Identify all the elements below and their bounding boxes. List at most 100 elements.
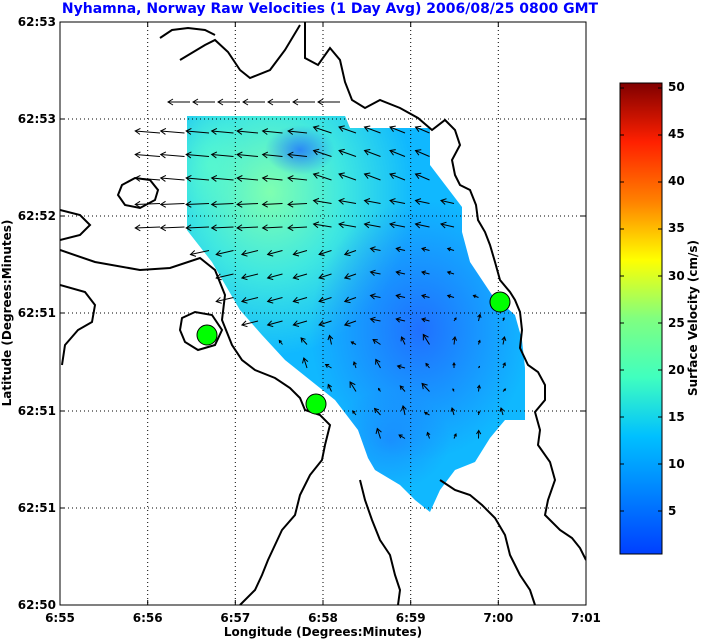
velocity-arrow [267, 98, 290, 106]
colorbar: 5 10 15 20 25 30 35 40 45 50 Surface Vel… [619, 80, 700, 555]
colorbar-tick-label: 50 [668, 80, 685, 94]
velocity-arrow [185, 127, 210, 135]
velocity-arrow [389, 125, 406, 134]
colorbar-tick-label: 40 [668, 174, 685, 188]
velocity-arrow [240, 250, 259, 257]
velocity-arrow [423, 411, 430, 416]
velocity-arrow [317, 98, 340, 106]
velocity-arrow [134, 151, 161, 159]
velocity-arrow [236, 200, 259, 208]
velocity-arrow [266, 296, 283, 304]
velocity-arrow [318, 249, 332, 257]
velocity-arrow [363, 125, 381, 134]
velocity-arrow [363, 172, 381, 181]
velocity-arrow [192, 98, 215, 106]
velocity-arrow [453, 433, 457, 439]
velocity-arrow [287, 151, 308, 159]
velocity-arrow [421, 270, 430, 276]
velocity-arrow [261, 128, 283, 135]
velocity-arrow [452, 336, 458, 345]
velocity-arrow [292, 296, 308, 304]
velocity-arrow [287, 175, 308, 182]
velocity-arrow [327, 334, 334, 345]
velocity-arrow [240, 320, 259, 328]
x-tick-label: 6:59 [396, 611, 426, 625]
velocity-arrow [477, 313, 482, 322]
velocity-arrow [398, 434, 406, 439]
velocity-arrow [352, 361, 357, 369]
velocity-arrow [369, 316, 381, 323]
y-tick-label: 62:51 [18, 404, 56, 418]
velocity-arrow [338, 197, 357, 205]
velocity-arrow [240, 273, 259, 281]
velocity-arrow [312, 197, 332, 205]
velocity-arrow [287, 200, 308, 208]
plot-area [59, 21, 587, 606]
velocity-arrow [217, 98, 240, 106]
velocity-arrow [369, 269, 381, 276]
velocity-arrow [389, 198, 406, 205]
velocity-arrow [167, 98, 190, 106]
radar-stations [196, 291, 511, 415]
station-marker [196, 324, 218, 346]
velocity-arrow [421, 382, 430, 392]
velocity-arrow [414, 172, 430, 181]
velocity-arrow [261, 151, 283, 159]
velocity-arrow [389, 172, 406, 181]
velocity-vectors [134, 98, 507, 439]
velocity-arrow [389, 221, 406, 229]
velocity-arrow [352, 410, 357, 416]
velocity-arrow [185, 224, 210, 232]
colorbar-tick-label: 20 [668, 363, 685, 377]
velocity-arrow [261, 224, 283, 232]
velocity-arrow [350, 341, 357, 345]
velocity-arrow [159, 174, 185, 182]
y-tick-label: 62:53 [18, 112, 56, 126]
velocity-arrow [414, 221, 430, 229]
velocity-arrow [349, 381, 357, 392]
x-tick-label: 6:56 [133, 611, 163, 625]
velocity-arrow [300, 337, 308, 345]
velocity-arrow [338, 221, 357, 229]
colorbar-tick-labels: 5 10 15 20 25 30 35 40 45 50 [668, 80, 685, 518]
x-tick-label: 6:55 [45, 611, 75, 625]
velocity-arrow [395, 293, 406, 300]
velocity-arrow [292, 273, 308, 280]
velocity-arrow [452, 362, 456, 368]
velocity-arrow [292, 249, 308, 257]
velocity-arrow [302, 357, 309, 369]
velocity-arrow [395, 317, 406, 323]
velocity-arrow [446, 294, 455, 299]
colorbar-tick-label: 10 [668, 457, 685, 471]
velocity-arrow [502, 388, 507, 392]
velocity-arrow [400, 405, 407, 416]
velocity-arrow [185, 151, 210, 159]
velocity-arrow [266, 273, 283, 281]
velocity-arrow [134, 174, 161, 182]
velocity-arrow [242, 98, 265, 106]
velocity-arrow [426, 431, 431, 439]
colorbar-tick-label: 15 [668, 410, 685, 424]
velocity-arrow [450, 407, 456, 416]
velocity-arrow [373, 407, 381, 416]
colorbar-tick-label: 5 [668, 504, 676, 518]
y-axis-label: Latitude (Degrees:Minutes) [0, 220, 14, 407]
y-tick-label: 62:52 [18, 209, 56, 223]
velocity-arrow [369, 246, 381, 253]
velocity-arrow [287, 224, 308, 232]
velocity-arrow [327, 383, 332, 392]
y-tick-label: 62:51 [18, 501, 56, 515]
velocity-arrow [215, 250, 234, 257]
velocity-arrow [338, 172, 357, 181]
velocity-arrow [210, 151, 234, 159]
velocity-arrow [292, 320, 308, 327]
velocity-arrow [240, 297, 259, 304]
velocity-arrow [278, 339, 283, 345]
velocity-arrow [421, 293, 430, 299]
x-tick-label: 7:01 [571, 611, 601, 625]
velocity-arrow [134, 224, 161, 232]
velocity-arrow [389, 149, 406, 157]
velocity-arrow [363, 148, 381, 157]
x-tick-labels: 6:55 6:56 6:57 6:58 6:59 7:00 7:01 [45, 611, 601, 625]
velocity-arrow [343, 249, 357, 257]
